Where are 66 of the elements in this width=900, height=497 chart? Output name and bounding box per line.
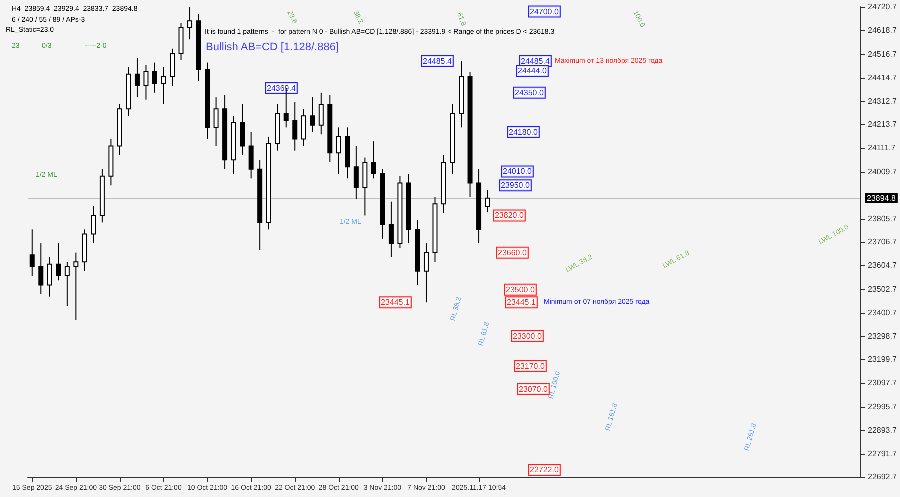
candlestick	[161, 66, 166, 105]
y-tick-label: 23706.7	[868, 238, 898, 246]
y-tick-label: 22791.7	[868, 450, 898, 459]
annotation: 24700.0	[530, 7, 560, 16]
candlestick	[170, 48, 176, 86]
annotation: 24350.0	[515, 88, 544, 98]
y-tick-label: 23805.7	[868, 214, 898, 224]
annotation: 23300.0	[513, 332, 542, 341]
candlestick	[64, 262, 70, 307]
candlestick	[310, 97, 316, 133]
ref-line-label: 23894.8	[867, 194, 896, 203]
candlestick	[354, 146, 359, 200]
annotation: 24485.4	[423, 57, 452, 66]
y-tick-label: 24720.7	[868, 2, 898, 12]
annotation: 24369.4	[267, 84, 296, 93]
annotation: 23170.0	[516, 362, 546, 371]
candlestick	[74, 252, 79, 321]
candlestick	[91, 206, 96, 244]
y-tick-label: 24414.7	[868, 73, 898, 82]
candlestick	[485, 190, 490, 214]
candlestick	[424, 243, 429, 304]
y-tick-label: 23502.7	[868, 284, 898, 294]
candlestick	[214, 97, 219, 147]
y-tick-label: 23298.7	[868, 332, 898, 342]
annotation: 23820.0	[495, 211, 524, 220]
annotation: 24485.4	[521, 57, 550, 66]
candlestick	[134, 58, 140, 98]
y-tick-label: 23199.7	[868, 355, 898, 364]
y-tick-label: 24618.7	[868, 26, 898, 36]
y-tick-label: 24009.7	[868, 167, 898, 176]
candlestick	[240, 104, 246, 156]
annotation: 24180.0	[509, 128, 538, 137]
candlestick	[47, 256, 52, 298]
annotation: 23070.0	[519, 385, 548, 394]
y-tick-label: 24516.7	[868, 50, 898, 59]
y-tick-label: 23604.7	[868, 261, 898, 270]
y-tick-label: 22995.7	[868, 402, 898, 412]
candlestick	[292, 102, 298, 152]
y-tick-label: 23097.7	[868, 378, 898, 388]
annotation: 23500.0	[506, 285, 536, 294]
candlestick	[56, 243, 62, 282]
y-tick-label: 24111.7	[868, 144, 896, 153]
y-tick-label: 22893.7	[868, 426, 898, 435]
candlestick	[144, 64, 149, 100]
candlestick	[318, 92, 324, 136]
annotation: 24444.0	[518, 66, 548, 76]
candlestick	[248, 132, 254, 180]
candlestick	[38, 243, 44, 296]
y-tick-label: 24312.7	[868, 97, 898, 106]
candlestick	[336, 127, 342, 175]
annotation: 23950.0	[501, 181, 530, 190]
candlestick	[152, 62, 158, 94]
annotation: 23445.1	[507, 298, 536, 308]
annotation: 22722.0	[530, 466, 560, 475]
y-tick-label: 22692.7	[868, 472, 898, 482]
candlestick	[188, 6, 193, 40]
candlestick	[301, 108, 306, 147]
y-tick-label: 24213.7	[868, 120, 898, 129]
annotation: 23445.1	[381, 298, 410, 308]
y-tick-label: 23400.7	[868, 308, 898, 318]
annotation: 23660.0	[498, 248, 528, 258]
candlestick	[30, 229, 35, 276]
annotation: Bullish AB=CD [1.128/.886]	[206, 42, 339, 54]
annotation: 24010.0	[503, 167, 532, 176]
candlestick	[371, 141, 376, 180]
candlestick	[388, 201, 394, 258]
